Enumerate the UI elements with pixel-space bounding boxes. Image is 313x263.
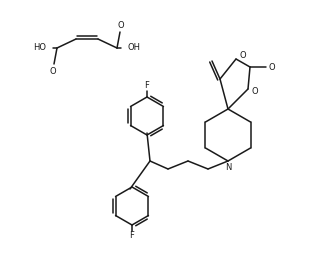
Text: O: O	[118, 21, 124, 29]
Text: N: N	[225, 163, 231, 171]
Text: O: O	[252, 87, 258, 95]
Text: F: F	[145, 82, 149, 90]
Text: O: O	[269, 63, 275, 72]
Text: HO: HO	[33, 43, 46, 53]
Text: OH: OH	[128, 43, 141, 53]
Text: F: F	[130, 231, 135, 240]
Text: O: O	[50, 67, 56, 75]
Text: O: O	[240, 50, 246, 59]
